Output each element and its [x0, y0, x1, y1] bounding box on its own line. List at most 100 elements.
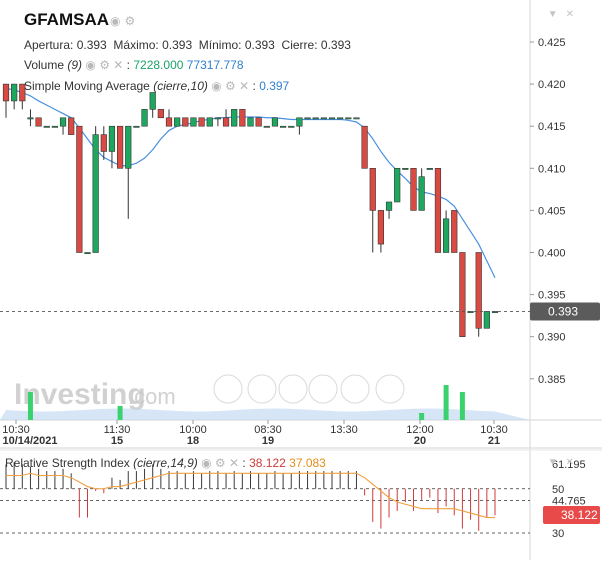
candle-down [255, 117, 262, 127]
rsi-legend[interactable]: Relative Strength Index (cierre,14,9) ◉ … [5, 456, 326, 470]
candle-up [84, 252, 91, 255]
volume-bar [117, 406, 123, 420]
candle-down [222, 117, 230, 127]
zoom-out-icon[interactable] [247, 374, 277, 404]
candle-up [92, 134, 99, 253]
rsi-value-tag [543, 506, 600, 525]
candle-down [361, 125, 368, 169]
candle-up [59, 117, 67, 127]
volume-bar [459, 392, 465, 420]
rsi-close-icon[interactable]: ✕ [565, 457, 582, 468]
date-tick-label: 18 [187, 435, 199, 447]
zoom-reset-icon[interactable] [278, 374, 308, 404]
candle-up [304, 117, 311, 120]
price-tick-label: 0.390 [538, 332, 566, 344]
price-tick-label: 0.395 [538, 290, 566, 302]
time-tick-label: 12:00 [406, 424, 434, 436]
high-value: 0.393 [162, 38, 193, 52]
candle-up [385, 201, 393, 211]
time-tick-label: 10:00 [179, 424, 207, 436]
eye-icon[interactable]: ◉ [110, 14, 125, 28]
zoom-in-icon[interactable] [308, 374, 338, 404]
high-label: Máximo: [113, 38, 159, 52]
time-tick-label: 13:30 [330, 424, 358, 436]
candle-down [459, 252, 466, 337]
candle-down [157, 109, 164, 119]
candle-up [288, 125, 295, 128]
candle-down [19, 83, 26, 102]
candle-up [11, 83, 18, 102]
ohlc-readout: Apertura: 0.393 Máximo: 0.393 Mínimo: 0.… [24, 38, 351, 52]
candle-down [434, 168, 442, 253]
volume-bar [419, 413, 425, 420]
fullscreen-icon[interactable] [340, 374, 370, 404]
sma-label: Simple Moving Average [24, 79, 150, 93]
close-value: 0.393 [320, 38, 351, 52]
time-tick-label: 08:30 [254, 424, 282, 436]
volume-value-2: 77317.778 [186, 58, 244, 72]
volume-value-1: 7228.000 [133, 58, 184, 72]
rsi-param: (cierre,14,9) [133, 456, 198, 470]
rsi-collapse-icon[interactable]: ▼ [547, 457, 566, 468]
candle-up [190, 117, 197, 127]
open-value: 0.393 [76, 38, 107, 52]
candle-up [231, 109, 238, 127]
date-tick-label: 15 [111, 435, 123, 447]
close-pane-icon[interactable]: ✕ [565, 9, 582, 20]
candle-down [76, 125, 83, 253]
price-tick-label: 0.415 [538, 121, 566, 133]
candle-up [345, 117, 352, 120]
candle-up [353, 117, 360, 120]
price-tick-label: 0.420 [538, 79, 566, 91]
candle-down [475, 252, 482, 329]
settings-gear-icon[interactable]: ⚙ [124, 14, 140, 28]
candle-up [483, 311, 490, 329]
candle-up [402, 168, 409, 170]
candle-up [149, 92, 156, 110]
sma-toggle-icons[interactable]: ◉ ⚙ ✕ [211, 79, 250, 93]
rsi-tick-label: 44.765 [552, 495, 586, 507]
rsi-signal-value: 37.083 [289, 456, 326, 470]
time-tick-label: 10:30 [480, 424, 508, 436]
candle-up [394, 168, 401, 203]
rsi-signal-line [6, 472, 495, 519]
scroll-left-icon[interactable] [213, 374, 243, 404]
candle-up [108, 125, 116, 152]
date-tick-label: 20 [414, 435, 426, 447]
sma-value: 0.397 [259, 79, 290, 93]
time-tick-label: 10:30 [2, 424, 30, 436]
title-icons: ◉⚙ [110, 14, 139, 28]
candle-down [239, 109, 246, 127]
rsi-toggle-icons[interactable]: ◉ ⚙ ✕ [201, 456, 240, 470]
last-price-tag [530, 302, 600, 321]
candle-up [214, 117, 222, 120]
date-tick-label: 10/14/2021 [2, 435, 57, 447]
candle-up [125, 125, 132, 169]
candle-up [271, 117, 279, 127]
main-corner-icons: ▼✕ [548, 9, 582, 20]
sma-indicator-legend[interactable]: Simple Moving Average (cierre,10) ◉ ⚙ ✕ … [24, 79, 290, 93]
volume-label: Volume [24, 58, 65, 72]
candle-down [165, 117, 173, 127]
candle-down [377, 210, 385, 245]
low-value: 0.393 [244, 38, 275, 52]
candle-up [426, 168, 433, 170]
candle-down [182, 117, 189, 127]
candle-up [43, 125, 50, 128]
low-label: Mínimo: [198, 38, 242, 52]
open-label: Apertura: [24, 38, 74, 52]
date-tick-label: 21 [488, 435, 500, 447]
volume-indicator-legend[interactable]: Volume (9) ◉ ⚙ ✕ : 7228.000 77317.778 [24, 58, 244, 72]
collapse-down-icon[interactable]: ▼ [547, 9, 566, 20]
rsi-tick-label: 50 [552, 484, 564, 496]
scroll-right-icon[interactable] [375, 374, 405, 404]
price-tick-label: 0.410 [538, 163, 566, 175]
candle-down [369, 168, 376, 211]
time-tick-label: 11:30 [104, 424, 131, 436]
candle-up [174, 117, 181, 127]
candle-down [68, 117, 75, 135]
volume-toggle-icons[interactable]: ◉ ⚙ ✕ [85, 58, 124, 72]
price-tick-label: 0.400 [538, 248, 566, 260]
candle-up [442, 218, 450, 253]
